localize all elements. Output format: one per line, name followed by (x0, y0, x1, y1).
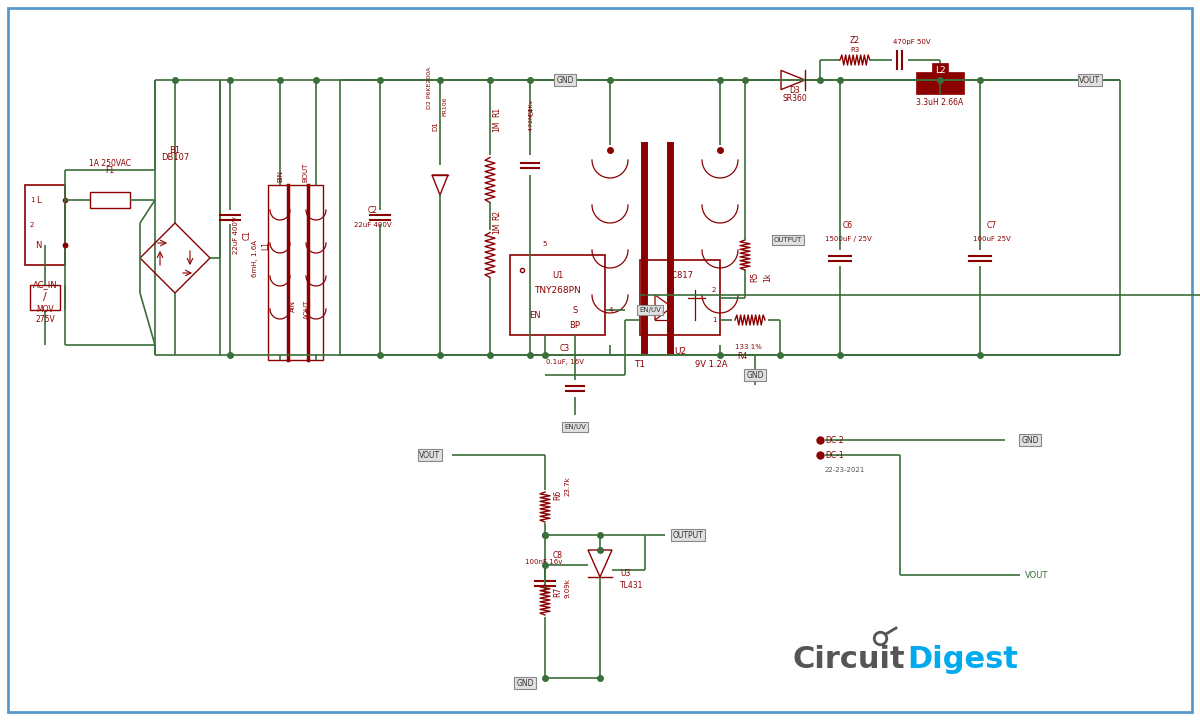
Text: D3: D3 (790, 86, 800, 95)
Text: C8: C8 (553, 551, 563, 560)
Text: 22-23-2021: 22-23-2021 (826, 467, 865, 473)
Text: R5: R5 (750, 271, 760, 282)
Text: Circuit: Circuit (792, 646, 905, 675)
Text: EN/UV: EN/UV (640, 307, 661, 313)
Text: AOUT: AOUT (304, 300, 310, 320)
Text: L1: L1 (262, 240, 270, 250)
Text: R2: R2 (492, 210, 502, 220)
Text: VOUT: VOUT (420, 451, 440, 459)
Bar (916, 72, 964, 94)
Text: 0.1uF, 16V: 0.1uF, 16V (546, 359, 584, 365)
Text: TL431: TL431 (620, 580, 643, 590)
Text: 23.7k: 23.7k (565, 476, 571, 496)
Text: BP: BP (570, 320, 581, 330)
Text: U2: U2 (674, 347, 686, 356)
Text: SR360: SR360 (782, 94, 808, 103)
Text: 472M 2Kv: 472M 2Kv (529, 100, 534, 131)
Text: U3: U3 (620, 569, 630, 577)
Text: C3: C3 (560, 344, 570, 353)
Text: R6: R6 (553, 490, 562, 500)
Text: VOUT: VOUT (1025, 570, 1049, 580)
Text: 3: 3 (642, 292, 647, 298)
Bar (25, 185, 65, 265)
Text: AC_IN: AC_IN (32, 280, 58, 289)
Text: C4: C4 (529, 107, 535, 116)
Text: L: L (36, 196, 41, 204)
Text: 4: 4 (608, 307, 613, 313)
Text: 22uF 400V: 22uF 400V (233, 216, 239, 254)
Text: 100nF 16v: 100nF 16v (524, 559, 563, 565)
Text: R4: R4 (737, 352, 748, 361)
Text: 3.3uH 2.66A: 3.3uH 2.66A (917, 98, 964, 107)
Text: T1: T1 (635, 360, 646, 369)
Text: DC-1: DC-1 (826, 451, 844, 459)
Text: 9.09k: 9.09k (565, 578, 571, 598)
Text: 275V: 275V (35, 315, 55, 324)
Bar (90, 192, 130, 208)
Text: GND: GND (557, 76, 574, 84)
Text: 22uF 400V: 22uF 400V (354, 222, 392, 228)
Text: R7: R7 (553, 587, 562, 597)
Text: BIN: BIN (277, 170, 283, 182)
Text: D1: D1 (432, 121, 438, 131)
Bar (640, 260, 720, 335)
Text: GND: GND (746, 371, 763, 379)
Text: 1k: 1k (763, 273, 773, 282)
Text: 2: 2 (712, 287, 716, 293)
Text: 1M: 1M (492, 121, 502, 132)
Text: S: S (572, 305, 577, 315)
Text: OUTPUT: OUTPUT (673, 531, 703, 539)
Text: OUTPUT: OUTPUT (774, 237, 802, 243)
Bar (510, 255, 605, 335)
Text: Digest: Digest (907, 646, 1018, 675)
Text: U1: U1 (552, 271, 563, 279)
Text: Z2: Z2 (850, 36, 860, 45)
Text: B1: B1 (169, 146, 180, 155)
Text: TNY268PN: TNY268PN (534, 286, 581, 294)
Text: GND: GND (516, 678, 534, 688)
Text: 470pF 50V: 470pF 50V (893, 39, 931, 45)
Text: DB107: DB107 (161, 153, 190, 162)
Text: 1A 250VAC: 1A 250VAC (89, 159, 131, 168)
Text: C2: C2 (368, 206, 378, 215)
Text: BOUT: BOUT (302, 163, 308, 182)
Text: DC-2: DC-2 (826, 436, 844, 444)
Text: N: N (35, 240, 41, 250)
Text: 6mH, 1.6A: 6mH, 1.6A (252, 240, 258, 276)
Bar (30, 285, 60, 310)
Text: C1: C1 (244, 230, 252, 240)
Text: 1M: 1M (492, 222, 502, 234)
Text: 1500uF / 25V: 1500uF / 25V (824, 236, 871, 242)
Bar (268, 185, 323, 360)
Text: L2: L2 (935, 66, 946, 74)
Text: EN: EN (529, 310, 541, 320)
Text: 4: 4 (642, 317, 647, 323)
Text: 1: 1 (30, 197, 35, 203)
Text: 5: 5 (542, 241, 547, 247)
Text: /: / (43, 292, 47, 302)
Text: MOV: MOV (36, 305, 54, 314)
Text: 9V 1.2A: 9V 1.2A (695, 360, 727, 369)
Text: F1: F1 (106, 166, 114, 175)
Text: R3: R3 (851, 47, 859, 53)
Text: 2: 2 (30, 222, 34, 228)
Text: 133 1%: 133 1% (734, 344, 762, 350)
Text: EN/UV: EN/UV (564, 424, 586, 430)
Text: GND: GND (1021, 436, 1039, 444)
Text: VOUT: VOUT (1080, 76, 1100, 84)
Text: 1: 1 (712, 317, 716, 323)
Text: D2 P6KE200A: D2 P6KE200A (427, 67, 432, 109)
Text: PC817: PC817 (666, 271, 694, 279)
Text: FR106: FR106 (443, 96, 448, 116)
Text: 100uF 25V: 100uF 25V (973, 236, 1010, 242)
Text: AIN: AIN (290, 300, 296, 312)
Text: R1: R1 (492, 107, 502, 117)
Text: C6: C6 (842, 221, 853, 230)
Text: C7: C7 (986, 221, 997, 230)
